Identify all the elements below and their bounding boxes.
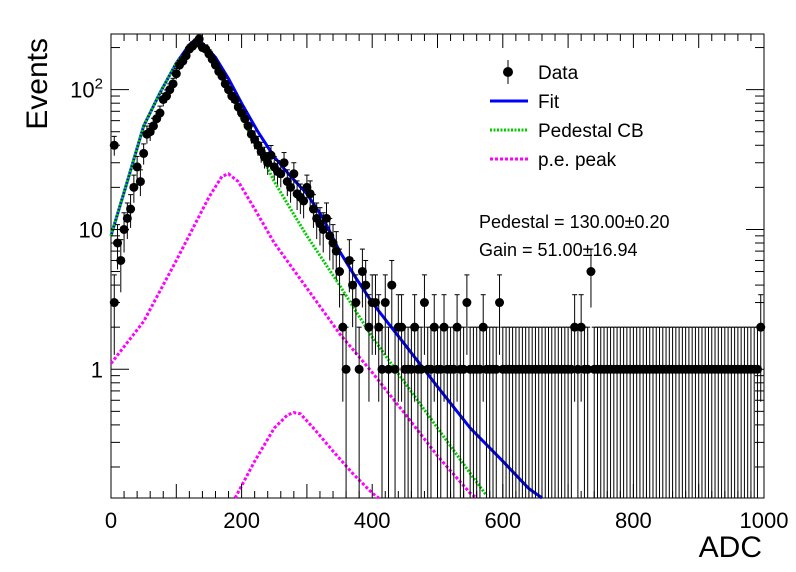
x-axis-label: ADC [699,531,762,564]
data-point [478,322,488,332]
data-points [109,34,766,498]
legend-marker [503,67,513,77]
data-point [266,150,276,160]
data-point [276,169,286,179]
data-point [279,158,289,168]
fit-curve-fit [109,37,543,500]
data-point [328,238,338,248]
data-point [348,280,358,290]
data-point [344,255,354,265]
stat-annotation: Pedestal = 130.00±0.20 [479,212,670,232]
data-point [364,322,374,332]
data-point [495,298,505,308]
y-axis-label: Events [21,38,54,130]
legend: Data Fit Pedestal CB p.e. peak [490,60,644,171]
data-point [230,95,240,105]
stat-annotation: Gain = 51.00±16.94 [479,240,638,260]
data-point [387,280,397,290]
data-point [155,108,165,118]
legend-label-pe: p.e. peak [538,150,617,171]
x-tick-label: 400 [354,508,391,533]
fit-curve-pe [109,172,478,500]
y-tick-label: 102 [70,76,103,103]
data-point [194,34,204,44]
data-point [357,267,367,277]
data-point [570,322,580,332]
data-point [390,364,400,374]
data-point [308,204,318,214]
data-point [135,177,145,187]
legend-label-data: Data [538,63,579,84]
data-point [583,364,593,374]
data-point [406,364,416,374]
data-point [299,196,309,206]
data-point [462,298,472,308]
data-point [397,322,407,332]
data-point [475,364,485,374]
data-point [286,182,296,192]
data-point [491,364,501,374]
data-point [129,182,139,192]
axes: 0 200 400 600 800 1000 1 10 102 [70,34,788,533]
data-point [374,322,384,332]
data-point [321,213,331,223]
data-point [335,267,345,277]
data-point [126,204,136,214]
data-point [449,364,459,374]
data-point [168,79,178,89]
data-point [318,224,328,234]
data-point [416,364,426,374]
legend-label-pedestal: Pedestal CB [538,121,644,142]
fit-curve-pedestal [109,41,488,497]
data-point [289,169,299,179]
data-point [305,189,315,199]
data-point [370,298,380,308]
x-tick-label: 800 [615,508,652,533]
data-point [426,364,436,374]
x-tick-label: 1000 [740,508,789,533]
data-point [459,364,469,374]
x-tick-label: 0 [105,508,117,533]
data-point [566,364,576,374]
data-point [419,298,429,308]
fit-curves [109,37,543,500]
data-point [171,69,181,79]
data-point [122,213,132,223]
data-point [148,121,158,131]
annotations: Pedestal = 130.00±0.20 Gain = 51.00±16.94 [479,212,670,260]
data-point [439,322,449,332]
data-point [436,364,446,374]
data-point [361,280,371,290]
data-point [139,148,149,158]
y-tick-label: 1 [91,357,103,382]
data-point [377,364,387,374]
data-point [263,158,273,168]
x-tick-label: 200 [223,508,260,533]
data-point [380,298,390,308]
data-point [341,364,351,374]
x-tick-label: 600 [484,508,521,533]
data-point [132,162,142,172]
data-point [243,121,253,131]
data-point [351,298,361,308]
data-point [410,322,420,332]
data-point [354,364,364,374]
data-point [429,322,439,332]
data-point [116,255,126,265]
legend-label-fit: Fit [538,92,560,113]
data-point [586,267,596,277]
data-point [338,322,348,332]
data-point [576,322,586,332]
data-point [573,364,583,374]
data-point [452,322,462,332]
y-tick-label: 10 [79,217,103,242]
data-point [325,231,335,241]
data-point [384,364,394,374]
data-point [240,114,250,124]
